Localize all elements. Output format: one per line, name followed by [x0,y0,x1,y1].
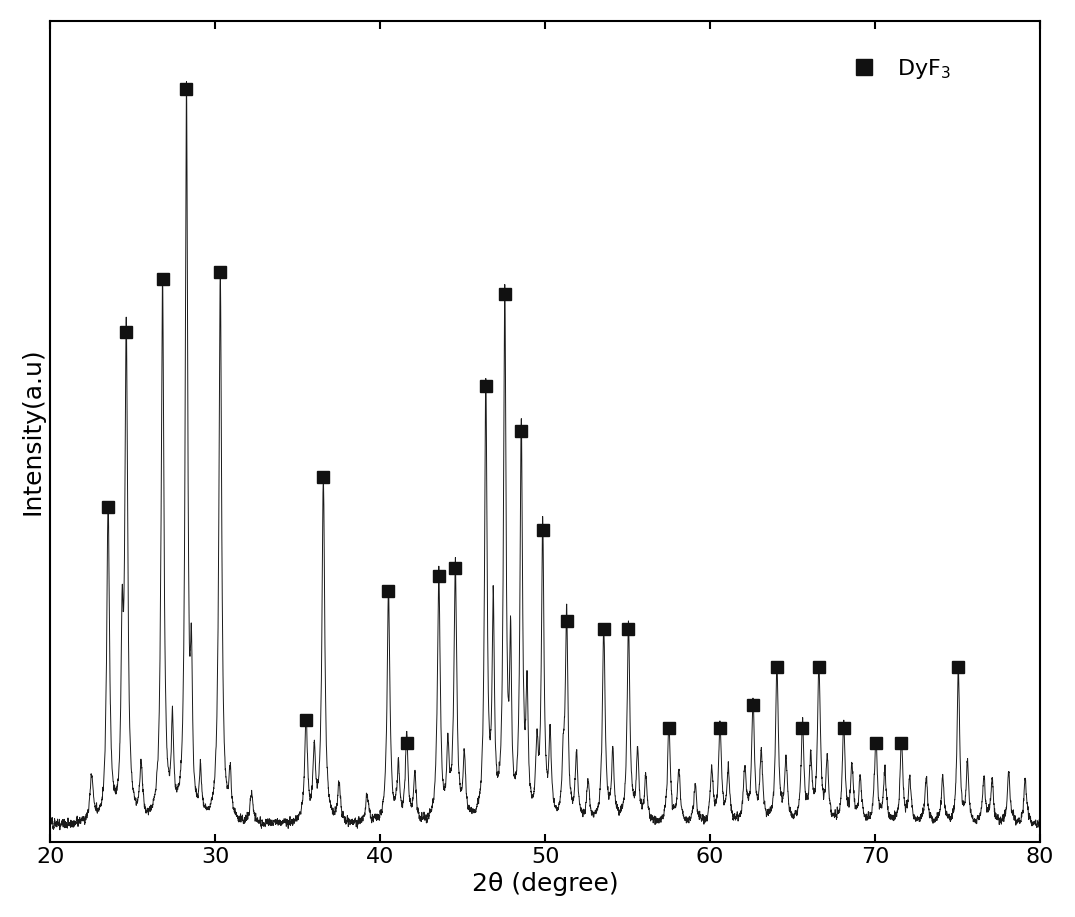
Legend: DyF$_3$: DyF$_3$ [832,49,960,90]
Y-axis label: Intensity(a.u): Intensity(a.u) [20,348,45,515]
X-axis label: 2θ (degree): 2θ (degree) [472,872,618,896]
